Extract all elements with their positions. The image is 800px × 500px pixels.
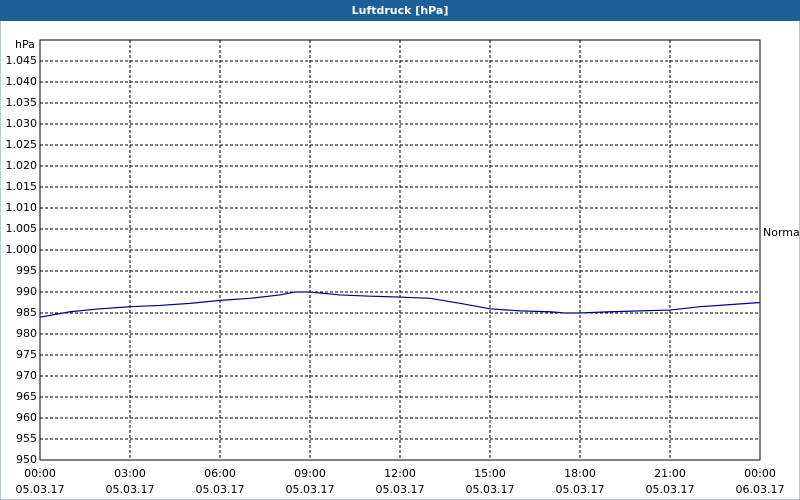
y-tick-label: 1.035 bbox=[6, 96, 38, 109]
data-line bbox=[39, 291, 761, 318]
x-tick-date: 05.03.17 bbox=[466, 483, 515, 496]
y-tick-label: 950 bbox=[16, 453, 37, 466]
x-tick-label: 18:00 bbox=[564, 467, 596, 480]
y-tick-label: 1.045 bbox=[6, 54, 38, 67]
y-tick-label: 965 bbox=[16, 390, 37, 403]
annotation: Normal bbox=[763, 226, 800, 239]
y-tick-label: 955 bbox=[16, 432, 37, 445]
y-tick-label: 1.030 bbox=[6, 117, 38, 130]
y-tick-label: 980 bbox=[16, 327, 37, 340]
x-tick-label: 09:00 bbox=[294, 467, 326, 480]
y-tick-label: 970 bbox=[16, 369, 37, 382]
y-tick-label: 1.010 bbox=[6, 201, 38, 214]
y-tick-label: 1.025 bbox=[6, 138, 38, 151]
y-unit: hPa bbox=[15, 38, 35, 51]
y-tick-label: 960 bbox=[16, 411, 37, 424]
x-tick-date: 05.03.17 bbox=[646, 483, 695, 496]
y-tick-label: 1.000 bbox=[6, 243, 38, 256]
x-tick-label: 03:00 bbox=[114, 467, 146, 480]
x-tick-date: 05.03.17 bbox=[556, 483, 605, 496]
x-tick-date: 05.03.17 bbox=[106, 483, 155, 496]
y-tick-label: 1.040 bbox=[6, 75, 38, 88]
x-tick-label: 06:00 bbox=[204, 467, 236, 480]
title-bar bbox=[0, 0, 800, 21]
y-tick-label: 1.020 bbox=[6, 159, 38, 172]
y-tick-label: 975 bbox=[16, 348, 37, 361]
x-tick-date: 05.03.17 bbox=[376, 483, 425, 496]
chart-title: Luftdruck [hPa] bbox=[352, 4, 449, 17]
y-tick-label: 1.015 bbox=[6, 180, 38, 193]
x-tick-label: 12:00 bbox=[384, 467, 416, 480]
x-tick-label: 15:00 bbox=[474, 467, 506, 480]
plot-border bbox=[39, 39, 761, 461]
y-tick-label: 995 bbox=[16, 264, 37, 277]
x-tick-date: 05.03.17 bbox=[286, 483, 335, 496]
x-tick-date: 05.03.17 bbox=[16, 483, 65, 496]
x-tick-date: 06.03.17 bbox=[736, 483, 785, 496]
x-tick-label: 21:00 bbox=[654, 467, 686, 480]
y-tick-label: 990 bbox=[16, 285, 37, 298]
y-tick-label: 1.005 bbox=[6, 222, 38, 235]
y-tick-label: 985 bbox=[16, 306, 37, 319]
x-tick-date: 05.03.17 bbox=[196, 483, 245, 496]
x-tick-label: 00:00 bbox=[24, 467, 56, 480]
x-tick-label: 00:00 bbox=[744, 467, 776, 480]
